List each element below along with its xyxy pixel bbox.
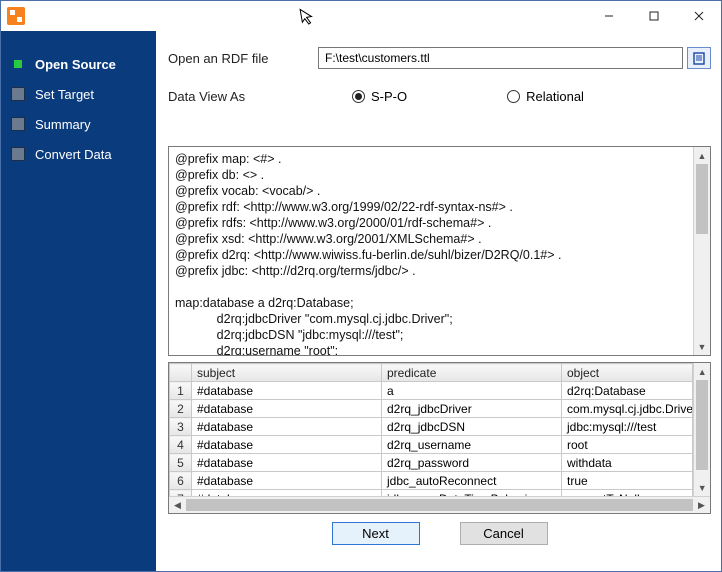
scroll-down-icon[interactable]: ▼ bbox=[694, 338, 710, 355]
cell[interactable]: #database bbox=[192, 382, 382, 400]
cell[interactable]: #database bbox=[192, 436, 382, 454]
browse-button[interactable] bbox=[687, 47, 711, 69]
close-icon bbox=[694, 11, 704, 21]
row-number: 3 bbox=[170, 418, 192, 436]
cell[interactable]: com.mysql.cj.jdbc.Driver bbox=[562, 400, 693, 418]
scroll-up-icon[interactable]: ▲ bbox=[694, 147, 710, 164]
radio-spo[interactable]: S-P-O bbox=[352, 89, 407, 104]
step-indicator-icon bbox=[11, 147, 25, 161]
cell[interactable]: d2rq_username bbox=[382, 436, 562, 454]
open-file-label: Open an RDF file bbox=[168, 51, 318, 66]
app-icon bbox=[7, 7, 25, 25]
nav-label: Set Target bbox=[35, 87, 94, 102]
corner-cell bbox=[170, 364, 192, 382]
cell[interactable]: jdbc_autoReconnect bbox=[382, 472, 562, 490]
next-button[interactable]: Next bbox=[332, 522, 420, 545]
file-path-input[interactable] bbox=[318, 47, 683, 69]
scroll-down-icon[interactable]: ▼ bbox=[694, 479, 710, 496]
table-hscrollbar[interactable]: ◀ ▶ bbox=[169, 496, 710, 513]
cancel-label: Cancel bbox=[483, 526, 523, 541]
cell[interactable]: d2rq_password bbox=[382, 454, 562, 472]
table-row[interactable]: 1#databasead2rq:Database bbox=[170, 382, 693, 400]
col-subject[interactable]: subject bbox=[192, 364, 382, 382]
col-predicate[interactable]: predicate bbox=[382, 364, 562, 382]
nav-summary[interactable]: Summary bbox=[1, 109, 156, 139]
data-view-label: Data View As bbox=[168, 89, 318, 104]
cell[interactable]: #database bbox=[192, 418, 382, 436]
scroll-thumb[interactable] bbox=[186, 499, 693, 511]
table-vscrollbar[interactable]: ▲ ▼ bbox=[693, 363, 710, 496]
next-label: Next bbox=[362, 526, 389, 541]
wizard-buttons: Next Cancel bbox=[168, 514, 711, 551]
maximize-icon bbox=[649, 11, 659, 21]
cell[interactable]: root bbox=[562, 436, 693, 454]
minimize-button[interactable] bbox=[586, 2, 631, 31]
open-file-row: Open an RDF file bbox=[168, 47, 711, 69]
table-header-row: subject predicate object bbox=[170, 364, 693, 382]
scroll-thumb[interactable] bbox=[696, 380, 708, 470]
cell[interactable]: true bbox=[562, 472, 693, 490]
row-number: 5 bbox=[170, 454, 192, 472]
preview-text[interactable]: @prefix map: <#> . @prefix db: <> . @pre… bbox=[169, 147, 693, 355]
nav-label: Summary bbox=[35, 117, 91, 132]
cell[interactable]: #database bbox=[192, 454, 382, 472]
scroll-left-icon[interactable]: ◀ bbox=[169, 497, 186, 513]
row-number: 2 bbox=[170, 400, 192, 418]
app-window: Open Source Set Target Summary Convert D… bbox=[0, 0, 722, 572]
titlebar bbox=[1, 1, 721, 31]
cell[interactable]: d2rq:Database bbox=[562, 382, 693, 400]
nav-label: Open Source bbox=[35, 57, 116, 72]
table-row[interactable]: 3#databased2rq_jdbcDSNjdbc:mysql:///test bbox=[170, 418, 693, 436]
triples-table: subject predicate object 1#databasead2rq… bbox=[168, 362, 711, 514]
nav-set-target[interactable]: Set Target bbox=[1, 79, 156, 109]
table-row[interactable]: 6#databasejdbc_autoReconnecttrue bbox=[170, 472, 693, 490]
cell[interactable]: withdata bbox=[562, 454, 693, 472]
step-indicator-icon bbox=[11, 87, 25, 101]
cell[interactable]: a bbox=[382, 382, 562, 400]
radio-icon bbox=[352, 90, 365, 103]
nav-open-source[interactable]: Open Source bbox=[1, 49, 156, 79]
scroll-up-icon[interactable]: ▲ bbox=[694, 363, 710, 380]
table-row[interactable]: 5#databased2rq_passwordwithdata bbox=[170, 454, 693, 472]
nav-label: Convert Data bbox=[35, 147, 112, 162]
main-panel: Open an RDF file Data View As S bbox=[156, 31, 721, 571]
table-row[interactable]: 2#databased2rq_jdbcDrivercom.mysql.cj.jd… bbox=[170, 400, 693, 418]
data-view-row: Data View As S-P-O Relational bbox=[168, 89, 711, 104]
radio-relational[interactable]: Relational bbox=[507, 89, 584, 104]
radio-label: S-P-O bbox=[371, 89, 407, 104]
cell[interactable]: #database bbox=[192, 400, 382, 418]
maximize-button[interactable] bbox=[631, 2, 676, 31]
data-grid[interactable]: subject predicate object 1#databasead2rq… bbox=[169, 363, 693, 496]
row-number: 1 bbox=[170, 382, 192, 400]
preview-scrollbar[interactable]: ▲ ▼ bbox=[693, 147, 710, 355]
radio-label: Relational bbox=[526, 89, 584, 104]
cell[interactable]: #database bbox=[192, 472, 382, 490]
scroll-right-icon[interactable]: ▶ bbox=[693, 497, 710, 513]
step-indicator-icon bbox=[11, 57, 25, 71]
wizard-sidebar: Open Source Set Target Summary Convert D… bbox=[1, 31, 156, 571]
cell[interactable]: d2rq_jdbcDriver bbox=[382, 400, 562, 418]
table-row[interactable]: 4#databased2rq_usernameroot bbox=[170, 436, 693, 454]
scroll-thumb[interactable] bbox=[696, 164, 708, 234]
col-object[interactable]: object bbox=[562, 364, 693, 382]
cell[interactable]: jdbc:mysql:///test bbox=[562, 418, 693, 436]
nav-convert-data[interactable]: Convert Data bbox=[1, 139, 156, 169]
minimize-icon bbox=[604, 11, 614, 21]
row-number: 6 bbox=[170, 472, 192, 490]
close-button[interactable] bbox=[676, 2, 721, 31]
radio-icon bbox=[507, 90, 520, 103]
cell[interactable]: d2rq_jdbcDSN bbox=[382, 418, 562, 436]
source-preview: @prefix map: <#> . @prefix db: <> . @pre… bbox=[168, 146, 711, 356]
row-number: 4 bbox=[170, 436, 192, 454]
file-icon bbox=[692, 51, 706, 65]
cancel-button[interactable]: Cancel bbox=[460, 522, 548, 545]
step-indicator-icon bbox=[11, 117, 25, 131]
